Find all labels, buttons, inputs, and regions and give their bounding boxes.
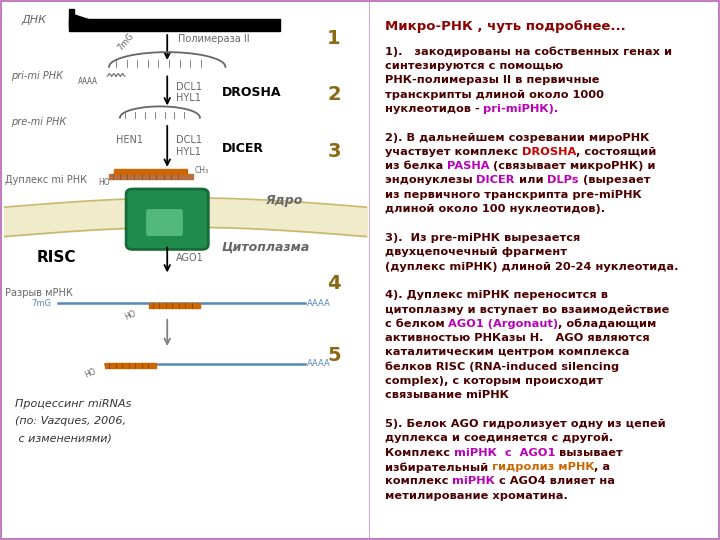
Bar <box>149 303 200 308</box>
Text: Цитоплазма: Цитоплазма <box>222 241 310 254</box>
Text: участвует комплекс: участвует комплекс <box>384 147 521 157</box>
Text: DICER: DICER <box>476 176 515 185</box>
Text: (по: Vazques, 2006,: (по: Vazques, 2006, <box>14 416 125 426</box>
FancyBboxPatch shape <box>146 209 183 236</box>
Text: связывание miРНК: связывание miРНК <box>384 390 508 400</box>
FancyBboxPatch shape <box>126 189 208 249</box>
Text: , обладающим: , обладающим <box>559 319 657 329</box>
Text: DCL1: DCL1 <box>176 82 202 92</box>
Text: PASHA: PASHA <box>447 161 490 171</box>
Text: 3).  Из pre-miРНК вырезается: 3). Из pre-miРНК вырезается <box>384 233 580 243</box>
Text: HO: HO <box>124 309 138 322</box>
Text: 7mG: 7mG <box>31 299 51 308</box>
Text: транскрипты длиной около 1000: транскрипты длиной около 1000 <box>384 90 603 99</box>
Text: или: или <box>515 176 547 185</box>
Text: miРНК  с  AGO1: miРНК с AGO1 <box>454 448 555 458</box>
Text: AAAA: AAAA <box>307 299 331 308</box>
Text: дуплекса и соединяется с другой.: дуплекса и соединяется с другой. <box>384 434 613 443</box>
Text: complex), с которым происходит: complex), с которым происходит <box>384 376 603 386</box>
Text: pre-mi РНК: pre-mi РНК <box>11 117 66 127</box>
Text: Микро-РНК , чуть подробнее...: Микро-РНК , чуть подробнее... <box>384 21 626 33</box>
Text: 1).   закодированы на собственных генах и: 1). закодированы на собственных генах и <box>384 46 672 57</box>
Text: DICER: DICER <box>222 142 264 155</box>
Bar <box>69 9 73 27</box>
Text: Процессинг miRNAs: Процессинг miRNAs <box>14 399 131 409</box>
Text: избирательный: избирательный <box>384 462 492 472</box>
Text: вызывает: вызывает <box>555 448 623 458</box>
Text: DROSHA: DROSHA <box>222 86 282 99</box>
Text: Разрыв мРНК: Разрыв мРНК <box>6 288 73 298</box>
Bar <box>109 174 193 179</box>
Text: 1: 1 <box>327 29 341 48</box>
Text: DLPs: DLPs <box>547 176 579 185</box>
Text: pri-miРНК).: pri-miРНК). <box>483 104 559 114</box>
Text: 2: 2 <box>327 85 341 104</box>
Text: miРНК: miРНК <box>452 476 495 487</box>
Polygon shape <box>73 15 90 25</box>
Text: Дуплекс mi РНК: Дуплекс mi РНК <box>6 176 87 185</box>
Text: (дуплекс miРНК) длиной 20-24 нуклеотида.: (дуплекс miРНК) длиной 20-24 нуклеотида. <box>384 261 678 272</box>
Text: AGO1 (Argonaut): AGO1 (Argonaut) <box>449 319 559 329</box>
Text: pri-mi РНК: pri-mi РНК <box>11 71 63 81</box>
Text: 5). Белок AGO гидролизует одну из цепей: 5). Белок AGO гидролизует одну из цепей <box>384 419 665 429</box>
Bar <box>105 363 156 368</box>
Text: цитоплазму и вступает во взаимодействие: цитоплазму и вступает во взаимодействие <box>384 305 669 314</box>
Text: HO: HO <box>84 366 98 380</box>
Text: комплекс: комплекс <box>384 476 452 487</box>
Text: AAAA: AAAA <box>307 359 331 368</box>
Text: длиной около 100 нуклеотидов).: длиной около 100 нуклеотидов). <box>384 204 605 214</box>
Text: метилирование хроматина.: метилирование хроматина. <box>384 491 567 501</box>
Text: с белком: с белком <box>384 319 449 329</box>
Text: РНК-полимеразы II в первичные: РНК-полимеразы II в первичные <box>384 75 599 85</box>
Text: из первичного транскрипта pre-miРНК: из первичного транскрипта pre-miРНК <box>384 190 642 200</box>
Text: Ядро: Ядро <box>266 194 303 207</box>
Text: , а: , а <box>595 462 611 472</box>
Text: двухцепочечный фрагмент: двухцепочечный фрагмент <box>384 247 567 257</box>
Text: DROSHA: DROSHA <box>521 147 576 157</box>
Text: DCL1: DCL1 <box>176 136 202 145</box>
Text: AGO1: AGO1 <box>176 253 204 263</box>
Bar <box>69 19 280 31</box>
Text: из белка: из белка <box>384 161 447 171</box>
Text: HO: HO <box>98 178 109 187</box>
Text: CH₃: CH₃ <box>194 166 209 175</box>
Text: с изменениями): с изменениями) <box>14 434 112 443</box>
Text: HEN1: HEN1 <box>117 136 143 145</box>
Text: нуклеотидов -: нуклеотидов - <box>384 104 483 114</box>
Text: 7mG: 7mG <box>117 31 136 52</box>
Text: синтезируются с помощью: синтезируются с помощью <box>384 61 563 71</box>
Text: 3: 3 <box>327 141 341 160</box>
Text: с AGO4 влияет на: с AGO4 влияет на <box>495 476 615 487</box>
Text: 4). Дуплекс miРНК переносится в: 4). Дуплекс miРНК переносится в <box>384 290 608 300</box>
Text: каталитическим центром комплекса: каталитическим центром комплекса <box>384 347 629 357</box>
Text: 4: 4 <box>327 274 341 293</box>
Text: (связывает микроРНК) и: (связывает микроРНК) и <box>490 161 656 171</box>
Text: RISC: RISC <box>36 251 76 266</box>
Text: гидролиз мРНК: гидролиз мРНК <box>492 462 595 472</box>
Text: HYL1: HYL1 <box>176 92 201 103</box>
Text: AAAA: AAAA <box>78 77 98 86</box>
Text: Комплекс: Комплекс <box>384 448 454 458</box>
Text: активностью РНКазы Н.   AGO являются: активностью РНКазы Н. AGO являются <box>384 333 649 343</box>
Text: 5: 5 <box>327 346 341 365</box>
Text: белков RISC (RNA-induced silencing: белков RISC (RNA-induced silencing <box>384 362 618 372</box>
Text: (вырезает: (вырезает <box>579 176 650 185</box>
Text: 2). В дальнейшем созревании мироРНК: 2). В дальнейшем созревании мироРНК <box>384 132 649 143</box>
Bar <box>114 169 187 174</box>
Text: , состоящий: , состоящий <box>576 147 656 157</box>
Text: HYL1: HYL1 <box>176 147 201 157</box>
Text: эндонуклезы: эндонуклезы <box>384 176 476 185</box>
Text: Полимераза II: Полимераза II <box>178 34 250 44</box>
Text: ДНК: ДНК <box>22 15 47 25</box>
